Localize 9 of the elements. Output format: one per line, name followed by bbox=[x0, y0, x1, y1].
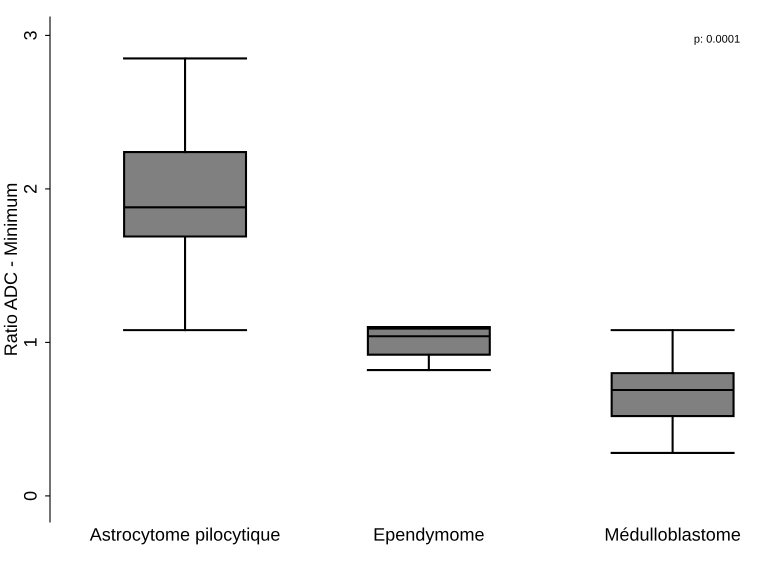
y-tick-label: 2 bbox=[24, 184, 37, 194]
x-tick-label: Médulloblastome bbox=[606, 527, 740, 541]
annotation: p: 0.0001 bbox=[694, 34, 740, 45]
y-axis-title: Ratio ADC - Minimum bbox=[4, 184, 18, 355]
x-tick-label: Ependymome bbox=[374, 528, 484, 544]
x-tick-label: Astrocytome pilocytique bbox=[90, 528, 280, 544]
y-tick-label: 0 bbox=[24, 492, 37, 500]
y-tick-label: 1 bbox=[24, 338, 37, 346]
y-tick-label: 3 bbox=[24, 31, 37, 40]
